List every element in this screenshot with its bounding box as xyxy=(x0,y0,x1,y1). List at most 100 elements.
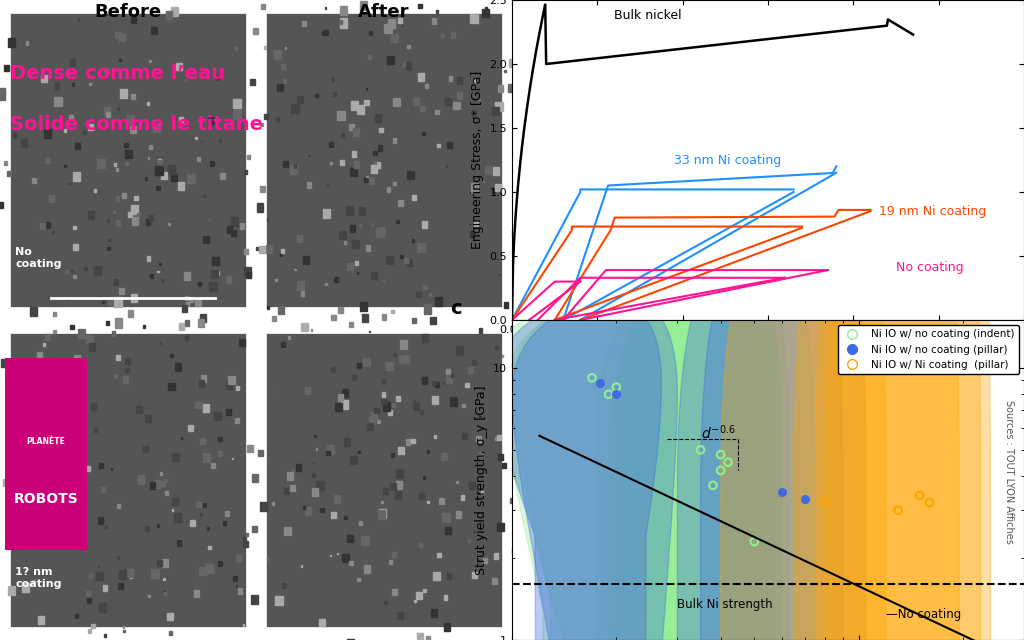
Bar xyxy=(98,566,99,567)
Bar xyxy=(88,211,94,219)
Bar xyxy=(158,159,161,164)
Bar xyxy=(104,107,110,113)
Bar xyxy=(422,333,428,342)
Bar xyxy=(384,600,387,604)
Bar xyxy=(201,375,207,382)
Bar xyxy=(418,243,425,252)
Circle shape xyxy=(616,260,781,640)
Bar xyxy=(396,481,402,489)
Bar xyxy=(91,623,95,628)
Bar xyxy=(567,252,572,258)
Bar xyxy=(148,595,151,597)
Bar xyxy=(125,150,131,158)
Bar xyxy=(155,166,162,175)
Bar xyxy=(125,367,129,372)
Point xyxy=(890,505,906,515)
Bar xyxy=(423,285,427,289)
Bar xyxy=(170,355,172,357)
Bar xyxy=(44,129,51,138)
Bar xyxy=(338,307,342,313)
Bar xyxy=(165,479,167,482)
Bar xyxy=(183,272,189,280)
Bar xyxy=(404,257,409,262)
Point xyxy=(592,378,608,388)
Bar xyxy=(82,521,85,524)
Bar xyxy=(240,339,245,346)
Bar xyxy=(322,32,324,34)
Bar xyxy=(477,98,480,101)
Bar xyxy=(236,585,238,587)
Bar xyxy=(130,575,132,578)
Bar xyxy=(83,387,85,390)
Bar xyxy=(484,6,487,10)
Bar xyxy=(112,332,115,335)
Bar xyxy=(131,17,135,23)
Bar xyxy=(151,27,157,34)
Bar xyxy=(349,561,353,565)
Bar xyxy=(445,375,453,383)
Bar xyxy=(331,511,336,518)
Text: No
coating: No coating xyxy=(15,247,61,269)
Bar xyxy=(357,451,359,453)
Bar xyxy=(103,634,105,637)
Bar xyxy=(417,633,423,640)
Bar xyxy=(272,316,276,321)
Bar xyxy=(420,410,423,414)
Bar xyxy=(337,552,338,554)
Bar xyxy=(37,419,40,423)
Bar xyxy=(53,502,58,508)
Bar xyxy=(197,502,201,508)
Bar xyxy=(288,336,290,339)
Bar xyxy=(128,212,132,217)
Bar xyxy=(416,592,422,599)
Bar xyxy=(406,63,412,70)
Bar xyxy=(86,591,90,596)
Bar xyxy=(480,197,481,198)
Bar xyxy=(419,543,422,547)
Bar xyxy=(435,382,439,387)
Bar xyxy=(334,276,338,282)
Bar xyxy=(3,479,8,486)
Bar xyxy=(437,143,439,147)
Bar xyxy=(200,438,205,444)
Bar xyxy=(382,314,386,320)
Bar xyxy=(61,369,63,372)
Bar xyxy=(168,383,174,390)
Bar xyxy=(243,537,247,541)
Bar xyxy=(449,76,453,81)
Bar xyxy=(226,276,231,283)
Bar xyxy=(369,177,375,184)
Text: Dense comme l’eau: Dense comme l’eau xyxy=(10,64,225,83)
Bar xyxy=(462,433,467,439)
Bar xyxy=(155,480,161,488)
Bar xyxy=(504,302,508,308)
Bar xyxy=(445,165,447,167)
Circle shape xyxy=(624,257,790,640)
Bar xyxy=(53,399,58,405)
Bar xyxy=(353,161,358,168)
Bar xyxy=(369,31,372,35)
Bar xyxy=(283,161,288,167)
Bar xyxy=(261,4,265,10)
Bar xyxy=(147,157,150,159)
Bar xyxy=(388,410,392,415)
Bar xyxy=(212,257,219,266)
Bar xyxy=(184,79,186,81)
Bar xyxy=(392,182,395,186)
Bar xyxy=(478,328,482,333)
Bar xyxy=(172,509,173,511)
Point xyxy=(817,497,834,508)
Bar xyxy=(4,65,9,71)
Bar xyxy=(93,189,95,192)
Bar xyxy=(305,508,311,515)
Bar xyxy=(94,428,97,432)
Bar xyxy=(301,291,304,296)
Bar xyxy=(0,92,5,100)
Bar xyxy=(307,182,311,188)
Bar xyxy=(297,96,303,102)
Bar xyxy=(206,564,213,573)
Bar xyxy=(391,35,397,42)
Bar xyxy=(331,314,336,321)
FancyBboxPatch shape xyxy=(266,13,502,307)
Circle shape xyxy=(608,271,774,640)
